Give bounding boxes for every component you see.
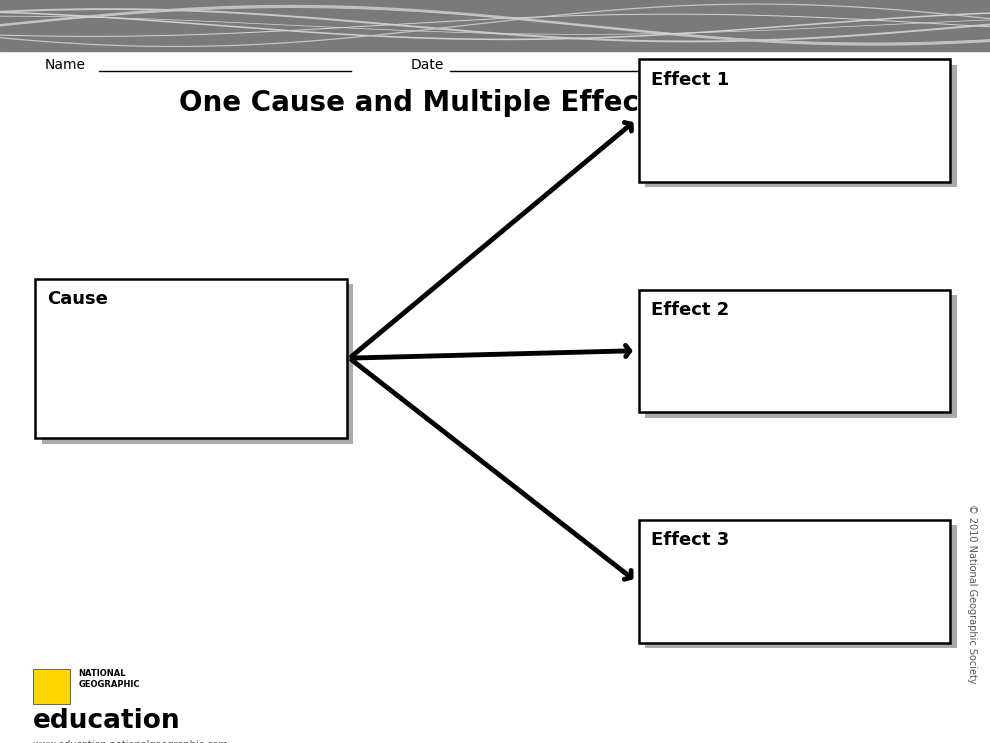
Text: One Cause and Multiple Effects Diagram: One Cause and Multiple Effects Diagram (179, 88, 811, 117)
FancyBboxPatch shape (639, 59, 950, 182)
Text: © 2010 National Geographic Society: © 2010 National Geographic Society (967, 504, 977, 684)
FancyBboxPatch shape (645, 525, 957, 648)
Text: Name: Name (45, 59, 85, 72)
Text: www.education.nationalgeographic.com: www.education.nationalgeographic.com (33, 740, 229, 743)
Text: Effect 2: Effect 2 (651, 301, 730, 319)
Text: NATIONAL
GEOGRAPHIC: NATIONAL GEOGRAPHIC (78, 669, 140, 689)
FancyBboxPatch shape (645, 295, 957, 418)
Text: Cause: Cause (48, 290, 108, 308)
FancyBboxPatch shape (639, 520, 950, 643)
Bar (0, 0, 990, 51)
Text: Date: Date (411, 59, 445, 72)
FancyBboxPatch shape (42, 284, 353, 444)
FancyBboxPatch shape (35, 279, 346, 438)
Text: Effect 3: Effect 3 (651, 531, 730, 549)
Text: education: education (33, 708, 180, 734)
Text: Effect 1: Effect 1 (651, 71, 730, 88)
FancyBboxPatch shape (645, 65, 957, 187)
Bar (33, 669, 70, 704)
FancyBboxPatch shape (639, 290, 950, 412)
